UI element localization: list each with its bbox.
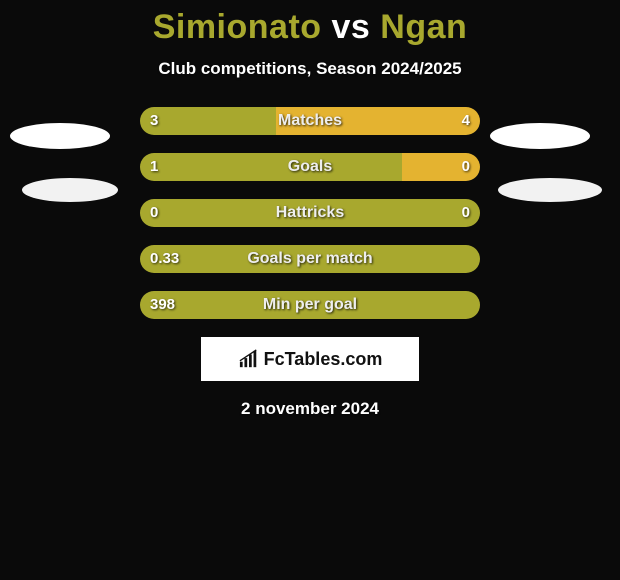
avatar-right_big: [490, 123, 590, 149]
value-left: 398: [150, 291, 175, 319]
value-right: 0: [462, 199, 470, 227]
avatar-left_small: [22, 178, 118, 202]
value-left: 1: [150, 153, 158, 181]
bar-left: [140, 153, 402, 181]
stat-row: 00Hattricks: [0, 199, 620, 227]
bar-track: [140, 199, 480, 227]
title-left: Simionato: [153, 8, 322, 46]
date-text: 2 november 2024: [0, 399, 620, 419]
logo-text: FcTables.com: [264, 349, 383, 370]
value-left: 3: [150, 107, 158, 135]
title-right: Ngan: [380, 8, 467, 46]
chart-icon: [238, 349, 260, 369]
avatar-left_big: [10, 123, 110, 149]
logo-box: FcTables.com: [201, 337, 419, 381]
page-title: Simionato vs Ngan: [0, 0, 620, 47]
subtitle: Club competitions, Season 2024/2025: [0, 59, 620, 79]
bar-left: [140, 245, 480, 273]
bar-left: [140, 107, 276, 135]
value-left: 0.33: [150, 245, 179, 273]
title-vs: vs: [332, 8, 371, 46]
bar-track: [140, 291, 480, 319]
stat-row: 10Goals: [0, 153, 620, 181]
bar-track: [140, 245, 480, 273]
bar-track: [140, 107, 480, 135]
stat-row: 398Min per goal: [0, 291, 620, 319]
avatar-right_small: [498, 178, 602, 202]
comparison-infographic: Simionato vs Ngan Club competitions, Sea…: [0, 0, 620, 580]
value-left: 0: [150, 199, 158, 227]
bar-left: [140, 291, 480, 319]
value-right: 0: [462, 153, 470, 181]
bar-left: [140, 199, 480, 227]
bar-right: [276, 107, 480, 135]
stat-row: 0.33Goals per match: [0, 245, 620, 273]
value-right: 4: [462, 107, 470, 135]
bar-track: [140, 153, 480, 181]
